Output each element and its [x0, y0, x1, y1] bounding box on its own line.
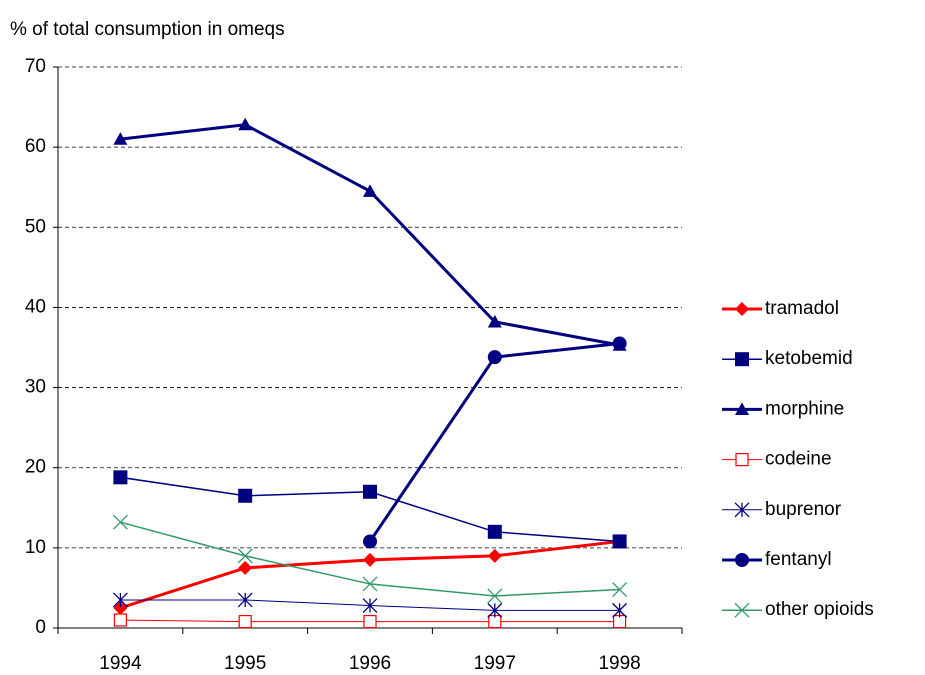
- y-tick-label: 30: [25, 377, 46, 398]
- legend-label: codeine: [765, 449, 832, 470]
- data-point: [362, 576, 378, 592]
- y-tick-label: 70: [25, 56, 46, 77]
- data-point: [487, 314, 502, 328]
- data-point: [612, 336, 627, 351]
- data-point: [113, 132, 128, 145]
- data-point: [612, 614, 627, 629]
- y-tick-label: 60: [25, 136, 46, 157]
- x-tick-label: 1995: [224, 653, 266, 674]
- data-point: [113, 600, 128, 615]
- legend-marker: [735, 453, 749, 467]
- data-point: [238, 614, 252, 629]
- data-point: [487, 588, 503, 604]
- y-tick-label: 20: [25, 457, 46, 478]
- data-point: [113, 613, 128, 627]
- legend-marker: [735, 402, 749, 415]
- data-point: [363, 552, 377, 567]
- data-point: [488, 614, 502, 629]
- data-point: [363, 534, 377, 549]
- data-point: [113, 470, 128, 485]
- legend-label: other opioids: [765, 599, 874, 620]
- legend-label: morphine: [765, 398, 844, 419]
- legend-marker: [734, 602, 750, 618]
- data-point: [238, 488, 253, 503]
- data-point: [112, 514, 128, 530]
- series-line: [368, 342, 620, 543]
- y-tick-label: 0: [35, 617, 46, 638]
- data-point: [237, 592, 253, 608]
- data-point: [612, 534, 627, 549]
- data-point: [238, 560, 253, 575]
- x-tick-label: 1994: [99, 653, 142, 674]
- data-point: [237, 548, 253, 564]
- legend-marker: [735, 302, 749, 316]
- data-point: [238, 117, 253, 131]
- data-point: [362, 598, 378, 614]
- x-tick-label: 1997: [474, 653, 516, 674]
- y-tick-label: 10: [25, 537, 46, 558]
- series-line: [119, 539, 620, 610]
- legend-label: fentanyl: [765, 549, 832, 570]
- y-tick-label: 40: [25, 296, 46, 317]
- data-point: [363, 614, 377, 629]
- legend-marker: [734, 502, 750, 518]
- data-point: [487, 602, 503, 618]
- data-point: [112, 592, 128, 608]
- data-point: [487, 548, 502, 563]
- x-tick-label: 1996: [349, 653, 391, 674]
- legend-marker: [735, 352, 749, 367]
- data-point: [487, 350, 502, 365]
- legend-label: ketobemid: [765, 348, 853, 369]
- data-point: [612, 602, 628, 618]
- y-axis-label: % of total consumption in omeqs: [10, 19, 285, 40]
- legend-label: buprenor: [765, 499, 842, 520]
- series-line: [120, 123, 620, 347]
- legend-label: tramadol: [765, 298, 839, 319]
- x-tick-label: 1998: [598, 653, 640, 674]
- legend-marker: [735, 553, 749, 567]
- data-point: [363, 484, 377, 499]
- data-point: [363, 184, 377, 197]
- y-tick-label: 50: [25, 216, 46, 237]
- data-point: [487, 524, 502, 539]
- data-point: [612, 582, 628, 597]
